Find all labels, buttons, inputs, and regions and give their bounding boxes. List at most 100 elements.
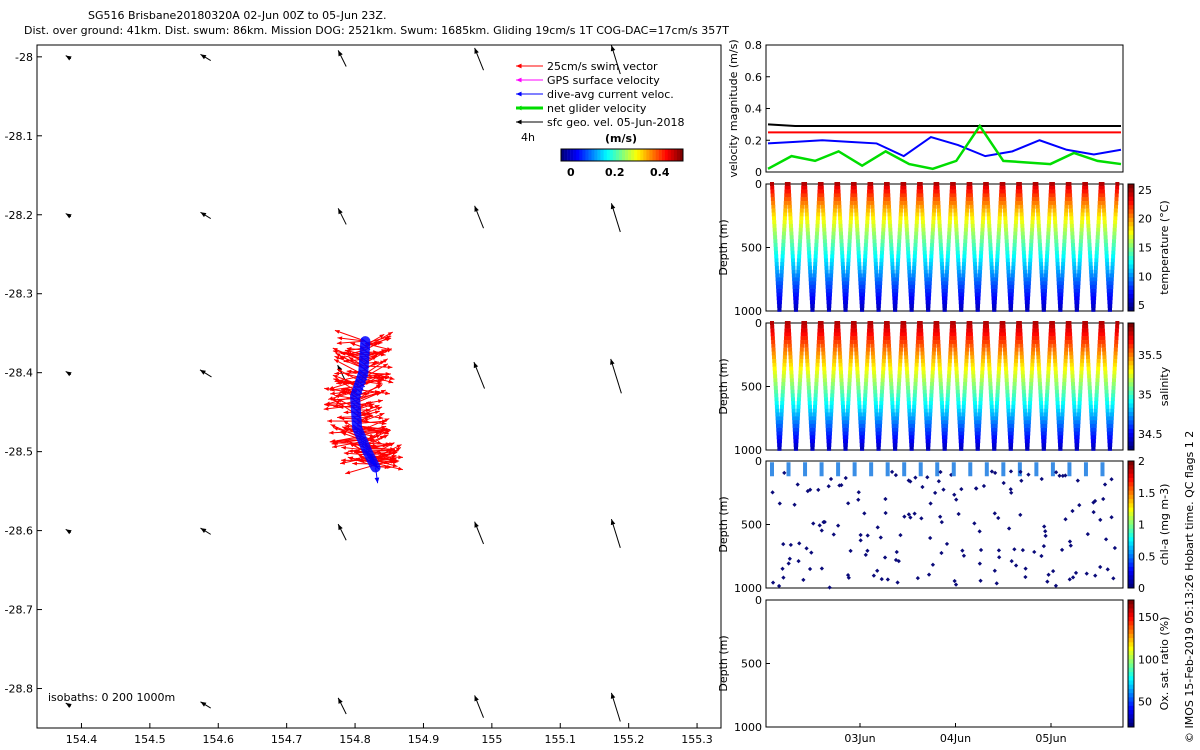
section-data-point [980, 227, 985, 232]
section-data-point [1025, 439, 1030, 444]
section-data-point [1026, 296, 1031, 301]
section-data-point [1087, 378, 1092, 383]
section-data-point [1055, 393, 1060, 398]
section-data-point [837, 347, 842, 352]
swim-vector-arrow-head [348, 427, 354, 432]
section-data-point [817, 324, 822, 329]
section-data-point [795, 284, 800, 289]
section-data-point [864, 378, 869, 383]
section-data-point [1009, 427, 1014, 432]
section-data-point [865, 351, 870, 356]
section-data-point [1045, 250, 1050, 255]
section-data-point [932, 193, 937, 198]
section-data-point [904, 227, 909, 232]
section-data-point [832, 208, 837, 213]
section-data-point [807, 401, 812, 406]
section-data-point [813, 250, 818, 255]
section-data-point [825, 423, 830, 428]
chla-data-point [796, 559, 801, 564]
section-data-point [1018, 197, 1023, 202]
chla-data-point [977, 561, 982, 566]
section-data-point [828, 288, 833, 293]
chla-data-point [908, 515, 913, 520]
section-data-point [1077, 401, 1082, 406]
chla-data-point [1039, 553, 1044, 559]
chla-surface-point [803, 462, 808, 477]
section-data-point [1058, 307, 1063, 312]
section-ylabel: Depth (m) [717, 496, 730, 552]
colorbar-cell [622, 149, 626, 161]
section-data-point [1094, 258, 1099, 263]
section-data-point [1063, 220, 1068, 225]
section-data-point [962, 385, 967, 390]
section-data-point [954, 362, 959, 367]
section-data-point [989, 404, 994, 409]
section-data-point [1030, 223, 1035, 228]
chla-data-point [1112, 545, 1117, 551]
section-data-point [987, 220, 992, 225]
section-data-point [968, 332, 973, 337]
section-data-point [968, 182, 973, 186]
section-data-point [991, 427, 996, 432]
section-data-point [1105, 273, 1110, 278]
section-colorbar-cell [1128, 482, 1134, 487]
section-colorbar-cell [1128, 642, 1134, 648]
map-ytick-label: -28.7 [5, 604, 33, 617]
section-data-point [1058, 442, 1063, 447]
section-data-point [833, 189, 838, 194]
section-data-point [959, 307, 964, 312]
section-colorbar-cell [1128, 659, 1134, 664]
chla-data-point [889, 469, 895, 474]
section-data-point [1021, 389, 1026, 394]
section-data-point [978, 262, 983, 267]
section-data-point [1114, 201, 1119, 206]
section-data-point [838, 223, 843, 228]
section-data-point [905, 235, 910, 240]
section-data-point [957, 284, 962, 289]
section-data-point [895, 273, 900, 278]
section-data-point [1102, 347, 1107, 352]
section-data-point [944, 420, 949, 425]
section-data-point [915, 216, 920, 221]
section-data-point [911, 273, 916, 278]
section-data-point [1058, 303, 1063, 308]
section-data-point [837, 340, 842, 345]
section-colorbar-cell [1128, 600, 1134, 605]
section-data-point [800, 189, 805, 194]
section-data-point [895, 412, 900, 417]
colorbar-cell [628, 149, 632, 161]
section-data-point [1052, 212, 1057, 217]
section-data-point [1018, 340, 1023, 345]
section-data-point [811, 427, 816, 432]
section-data-point [831, 227, 836, 232]
swim-vector-arrow-head [383, 434, 389, 439]
section-data-point [924, 281, 929, 286]
section-data-point [810, 303, 815, 308]
swim-vector-arrow-head [382, 419, 387, 424]
section-data-point [973, 265, 978, 270]
chla-data-point [1009, 490, 1014, 495]
section-data-point [792, 288, 797, 293]
section-data-point [816, 343, 821, 348]
time-xtick-label: 04Jun [940, 732, 971, 745]
section-data-point [1040, 427, 1045, 432]
section-data-point [882, 204, 887, 209]
swim-vector-arrow [323, 404, 356, 410]
section-data-point [971, 242, 976, 247]
chla-data-point [776, 583, 782, 589]
chla-data-point [819, 528, 824, 533]
section-data-point [895, 262, 900, 267]
section-data-point [880, 246, 885, 251]
section-data-point [1086, 231, 1091, 236]
section-data-point [955, 239, 960, 244]
section-data-point [1061, 246, 1066, 251]
section-data-point [1007, 420, 1012, 425]
section-data-point [919, 189, 924, 194]
section-data-point [808, 412, 813, 417]
section-data-point [815, 359, 820, 364]
section-data-point [845, 420, 850, 425]
section-data-point [1070, 381, 1075, 386]
section-data-point [1054, 235, 1059, 240]
section-data-point [847, 385, 852, 390]
section-data-point [788, 351, 793, 356]
